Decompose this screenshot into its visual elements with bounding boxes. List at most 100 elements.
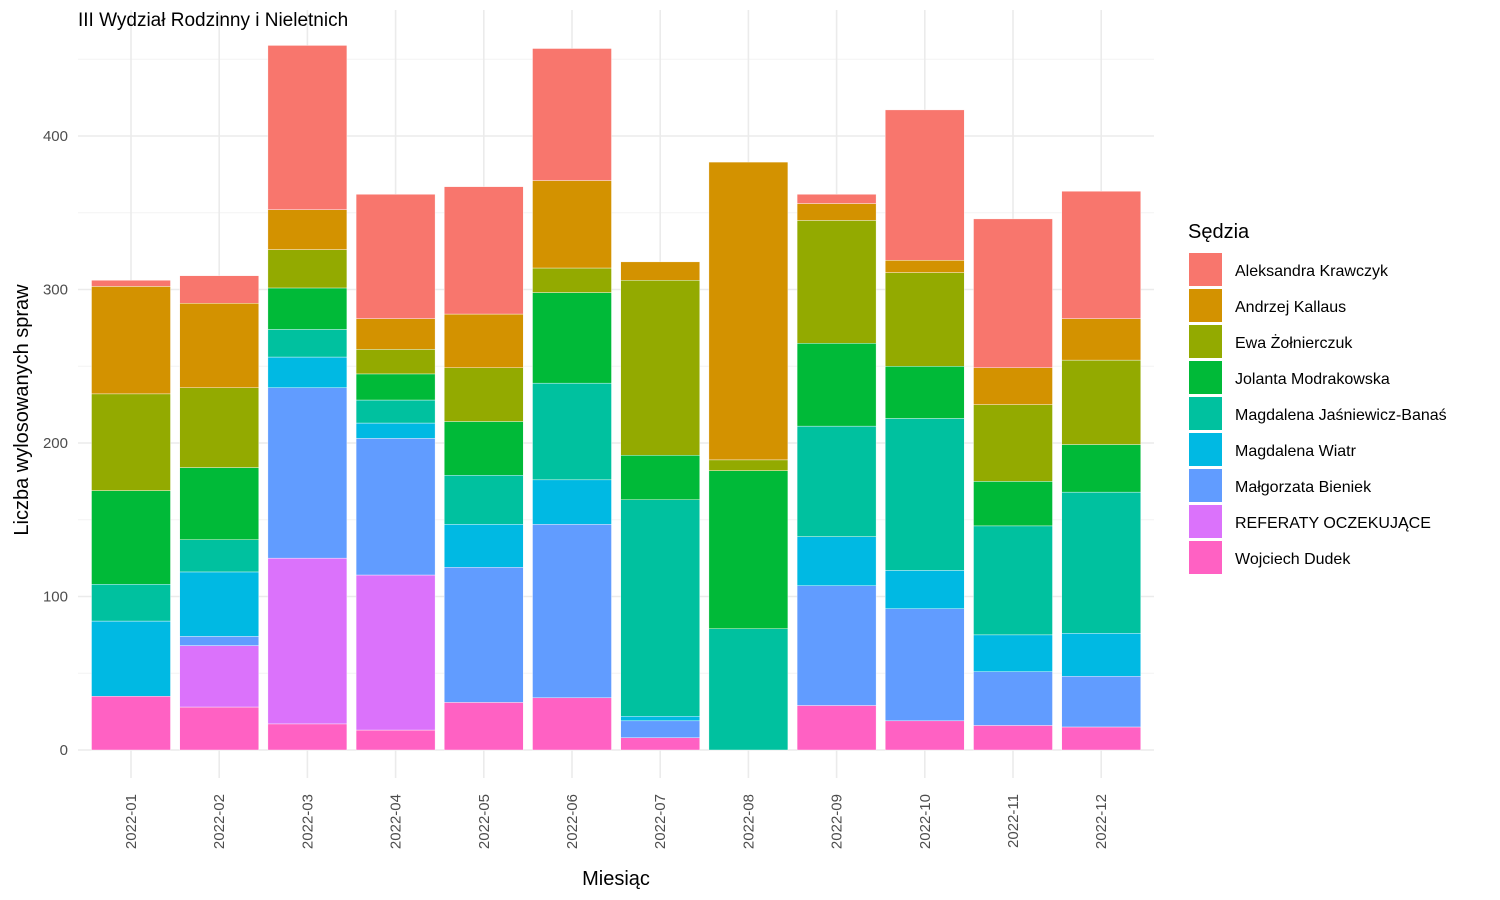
legend-key [1189,505,1222,538]
bar-segment [708,161,789,461]
bar-segment [796,203,877,221]
bar-segment [267,45,348,210]
bar-segment [91,696,171,751]
bar-segment [708,628,789,751]
bar-segment [973,725,1053,751]
bar-segment [444,475,524,525]
bar-segment [179,303,259,388]
x-tick-label: 2022-11 [1005,794,1022,848]
bar-segment [91,584,171,622]
legend-label: REFERATY OCZEKUJĄCE [1235,515,1431,532]
bar-segment [444,702,524,751]
legend-key [1189,253,1222,286]
bar-segment [796,536,877,586]
y-tick-label: 200 [43,435,68,452]
x-tick-label: 2022-12 [1093,794,1110,849]
bar-segment [355,318,436,350]
bar-segment [179,571,259,637]
x-tick-label: 2022-10 [917,794,934,849]
bar-segment [267,557,348,725]
bar-segment [444,567,524,703]
bar-segment [532,180,612,269]
bar-segment [973,634,1053,672]
bar-segment [532,292,612,384]
legend-key [1189,469,1222,502]
legend-key [1189,325,1222,358]
legend: Sędzia Aleksandra Krawczyk Andrzej Kallau… [1188,221,1447,574]
bar-segment [973,367,1053,405]
x-tick-label: 2022-04 [388,794,405,849]
bar-segment [796,220,877,344]
y-tick-label: 300 [43,282,68,299]
bar-segment [179,275,259,304]
x-tick-label: 2022-08 [740,794,757,849]
bar-segment [796,343,877,427]
legend-label: Magdalena Wiatr [1235,443,1357,460]
bar-segment [355,438,436,576]
bar-segment [91,280,171,287]
bar-segment [267,287,348,330]
bar-segment [885,366,965,419]
bar-segment [796,705,877,751]
bar-segment [973,218,1053,368]
bar-segment [355,399,436,424]
x-tick-label: 2022-09 [829,794,846,849]
bar-segment [1061,491,1141,634]
bar-segment [532,697,612,751]
y-tick-label: 100 [43,589,68,606]
legend-label: Jolanta Modrakowska [1235,371,1390,388]
bar-segment [620,720,700,738]
bar-segment [1061,444,1141,493]
bar-segment [179,706,259,751]
legend-label: Wojciech Dudek [1235,551,1351,568]
bar-segment [885,720,965,751]
bar-segment [1061,726,1141,751]
x-tick-label: 2022-02 [211,794,228,849]
bar-segment [796,425,877,537]
bar-segment [620,261,700,281]
bar-segment [267,723,348,751]
bar-segment [1061,191,1141,319]
bar-segment [179,387,259,468]
bar-segment [91,490,171,585]
bar-segment [796,194,877,204]
bar-segment [885,570,965,609]
legend-label: Małgorzata Bieniek [1235,479,1372,496]
bar-segment [620,280,700,456]
bar-segment [355,729,436,751]
bar-segment [973,671,1053,726]
bar-segment [1061,633,1141,677]
bar-segment [179,467,259,540]
chart-title: III Wydział Rodzinny i Nieletnich [78,10,348,31]
bar-segment [885,272,965,367]
legend-key [1189,289,1222,322]
bar-segment [532,479,612,525]
bar-segment [532,48,612,181]
legend-key [1189,433,1222,466]
bar-segment [1061,676,1141,728]
legend-title: Sędzia [1188,221,1250,243]
bar-segment [355,194,436,319]
y-tick-label: 0 [60,742,68,759]
bar-segment [355,349,436,375]
bar-segment [796,585,877,706]
bar-segment [885,418,965,571]
y-tick-label: 400 [43,128,68,145]
bar-segment [1061,359,1141,445]
x-tick-label: 2022-07 [652,794,669,849]
bar-segment [355,574,436,731]
bar-segment [885,109,965,261]
bar-segment [91,286,171,395]
bar-segment [355,373,436,401]
y-axis-title: Liczba wylosowanych spraw [11,284,33,536]
bar-segment [179,645,259,708]
x-tick-label: 2022-01 [123,794,140,849]
x-tick-label: 2022-03 [299,794,316,849]
legend-key [1189,541,1222,574]
bar-segment [620,499,700,717]
bar-segment [620,737,700,751]
bar-segment [179,636,259,646]
bar-segment [91,620,171,697]
bar-segment [885,260,965,273]
